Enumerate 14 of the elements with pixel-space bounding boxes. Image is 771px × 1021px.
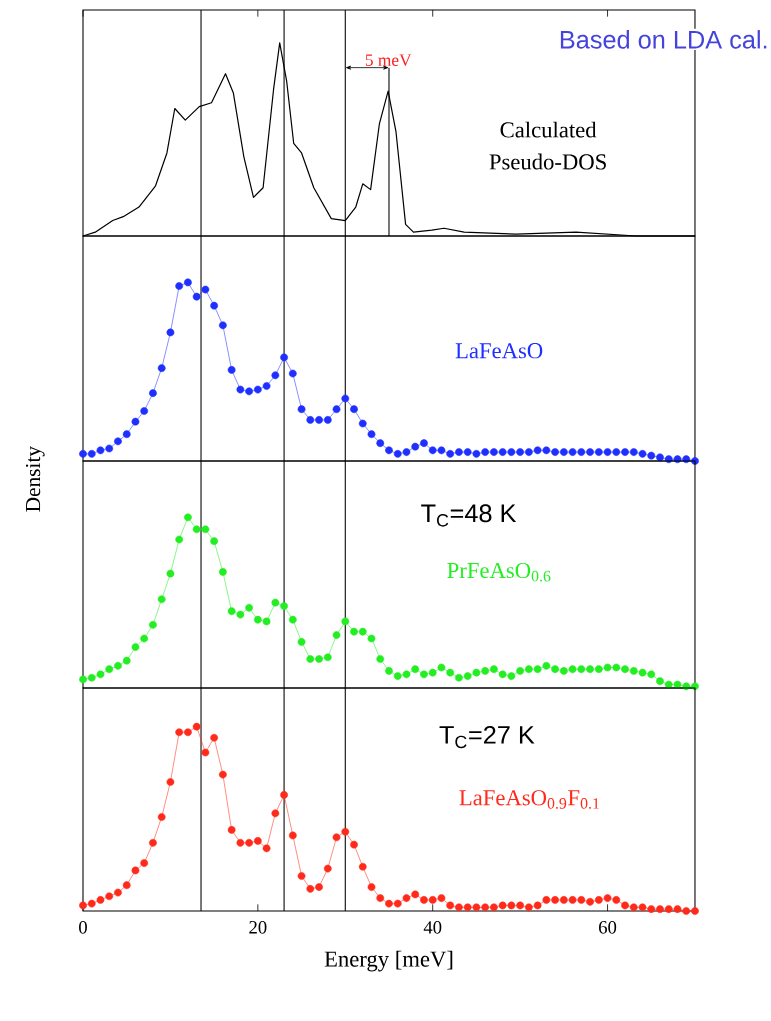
- x-tick-label: 40: [423, 921, 442, 934]
- x-tick-label: 20: [249, 921, 267, 934]
- x-axis-title: Energy [meV]: [324, 950, 453, 972]
- text: PrFeAsO$_{0.6}$: [447, 562, 551, 582]
- text: Calculated Pseudo-DOS: [489, 121, 606, 170]
- annotation: T$_{C}$=27 K: [439, 725, 535, 749]
- x-tick-label: 60: [599, 921, 617, 934]
- annotation: T$_{C}$=48 K: [421, 504, 517, 527]
- y-axis-title: Density: [25, 446, 45, 512]
- annotation: 5 meV: [365, 54, 412, 67]
- x-tick-label: 0: [79, 921, 87, 934]
- text: LaFeAsO$_{0.9}$F$_{0.1}$: [459, 790, 599, 809]
- text: LaFeAsO: [455, 343, 543, 359]
- annotation: Based on LDA cal.: [560, 30, 767, 49]
